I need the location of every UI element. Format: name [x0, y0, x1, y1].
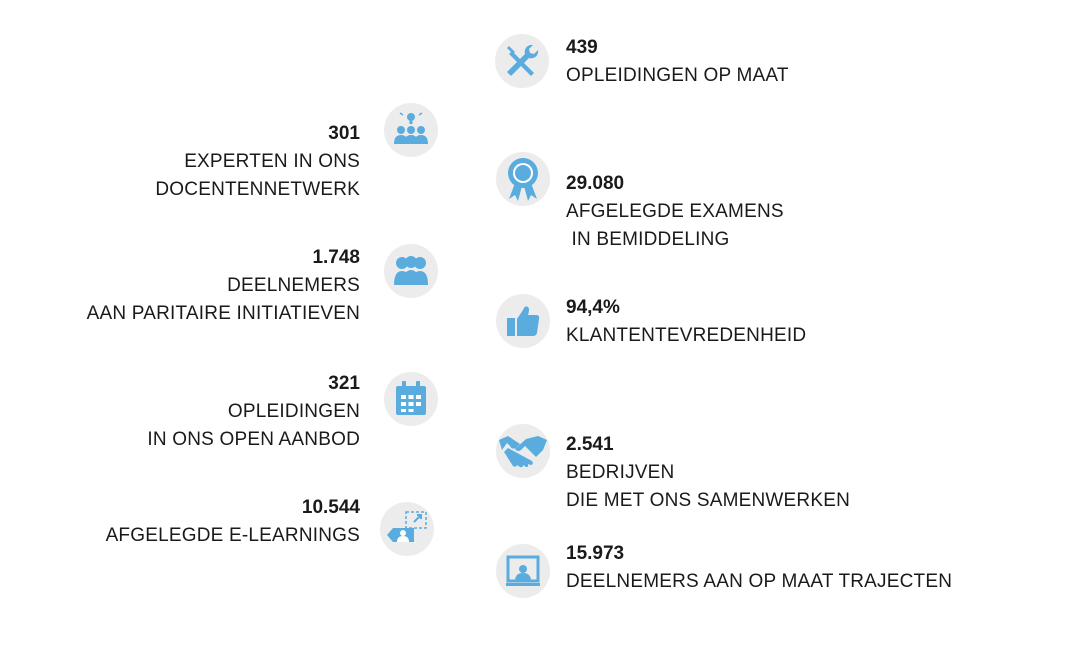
stat-value: 321	[328, 373, 360, 394]
group-icon	[384, 244, 438, 298]
stat-value: 2.541	[566, 434, 614, 455]
handshake-icon	[496, 424, 550, 478]
stat-label: DEELNEMERS AAN OP MAAT TRAJECTEN	[566, 571, 953, 592]
stat-examens: 29.080 AFGELEGDE EXAMENS IN BEMIDDELING	[566, 170, 784, 254]
thumbs-up-icon	[496, 294, 550, 348]
stat-label: IN ONS OPEN AANBOD	[147, 429, 360, 450]
stat-value: 29.080	[566, 173, 625, 194]
stat-label: DIE MET ONS SAMENWERKEN	[566, 490, 851, 511]
stat-value: 1.748	[312, 247, 360, 268]
stat-value: 15.973	[566, 543, 625, 564]
stat-label: KLANTENTEVREDENHEID	[566, 325, 807, 346]
tools-icon	[495, 34, 549, 88]
stat-value: 10.544	[301, 497, 360, 518]
stat-value: 301	[328, 123, 360, 144]
stat-label: BEDRIJVEN	[566, 462, 675, 483]
stat-label: AFGELEGDE EXAMENS	[566, 201, 784, 222]
stat-klantentevredenheid: 94,4% KLANTENTEVREDENHEID	[566, 294, 806, 350]
stat-experten: 301 EXPERTEN IN ONS DOCENTENNETWERK	[155, 120, 360, 204]
stat-e-learnings: 10.544 AFGELEGDE E-LEARNINGS	[106, 494, 360, 550]
stat-value: 439	[566, 37, 598, 58]
presentation-screen-icon	[496, 544, 550, 598]
stat-label: OPLEIDINGEN	[227, 401, 360, 422]
stat-value: 94,4%	[566, 297, 620, 318]
stat-label: AAN PARITAIRE INITIATIEVEN	[86, 303, 360, 324]
stat-open-aanbod: 321 OPLEIDINGEN IN ONS OPEN AANBOD	[147, 370, 360, 454]
stat-label: DOCENTENNETWERK	[155, 179, 360, 200]
stat-label: EXPERTEN IN ONS	[184, 151, 360, 172]
stat-op-maat-trajecten: 15.973 DEELNEMERS AAN OP MAAT TRAJECTEN	[566, 540, 952, 596]
stat-deelnemers-paritaire: 1.748 DEELNEMERS AAN PARITAIRE INITIATIE…	[87, 244, 360, 328]
calendar-icon	[384, 372, 438, 426]
experts-lightbulb-icon	[384, 103, 438, 157]
stat-label: OPLEIDINGEN OP MAAT	[566, 65, 789, 86]
award-ribbon-icon	[496, 152, 550, 206]
stat-bedrijven: 2.541 BEDRIJVEN DIE MET ONS SAMENWERKEN	[566, 431, 850, 515]
stat-opleidingen-op-maat: 439 OPLEIDINGEN OP MAAT	[566, 34, 789, 90]
e-learning-icon	[380, 502, 434, 556]
stat-label: DEELNEMERS	[227, 275, 360, 296]
stat-label: IN BEMIDDELING	[566, 229, 730, 250]
stat-label: AFGELEGDE E-LEARNINGS	[105, 525, 360, 546]
